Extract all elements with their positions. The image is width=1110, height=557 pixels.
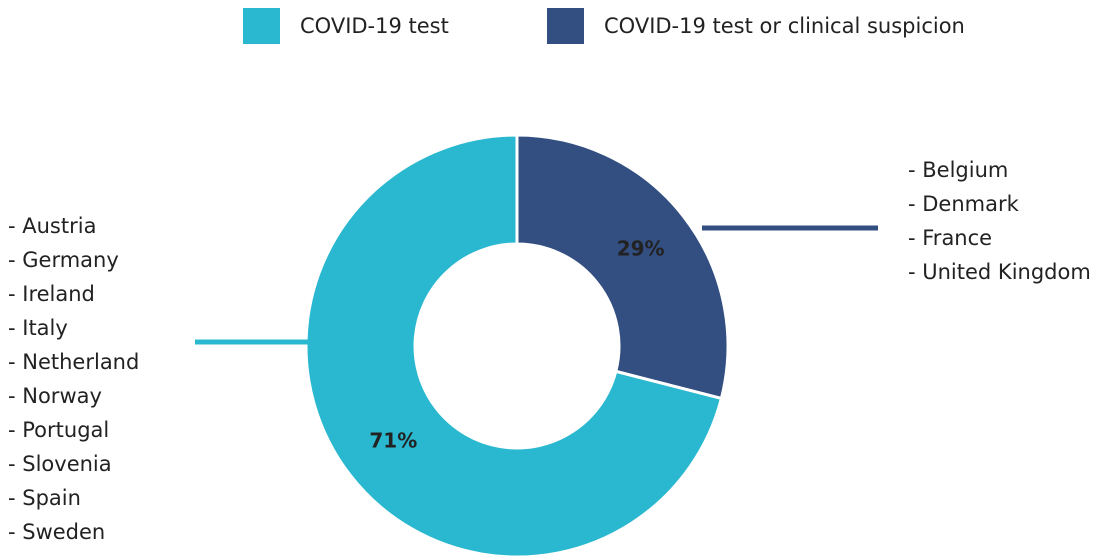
country-label: - Austria (8, 214, 96, 238)
country-label: - Italy (8, 316, 68, 340)
country-label: - Spain (8, 486, 81, 510)
country-label: - Norway (8, 384, 102, 408)
legend-swatch (547, 8, 584, 44)
country-label: - France (908, 226, 992, 250)
country-label: - Slovenia (8, 452, 112, 476)
country-label: - Germany (8, 248, 119, 272)
legend-label: COVID-19 test or clinical suspicion (604, 14, 965, 38)
country-label: - Belgium (908, 158, 1008, 182)
value-label: 71% (369, 428, 417, 452)
country-label: - Netherland (8, 350, 139, 374)
country-label: - United Kingdom (908, 260, 1091, 284)
value-label: 29% (617, 237, 665, 261)
country-label: - Denmark (908, 192, 1020, 216)
country-label: - Ireland (8, 282, 95, 306)
legend-swatch (243, 8, 280, 44)
legend-label: COVID-19 test (300, 14, 449, 38)
donut-slice (515, 133, 730, 401)
country-label: - Sweden (8, 520, 105, 544)
country-label: - Portugal (8, 418, 109, 442)
